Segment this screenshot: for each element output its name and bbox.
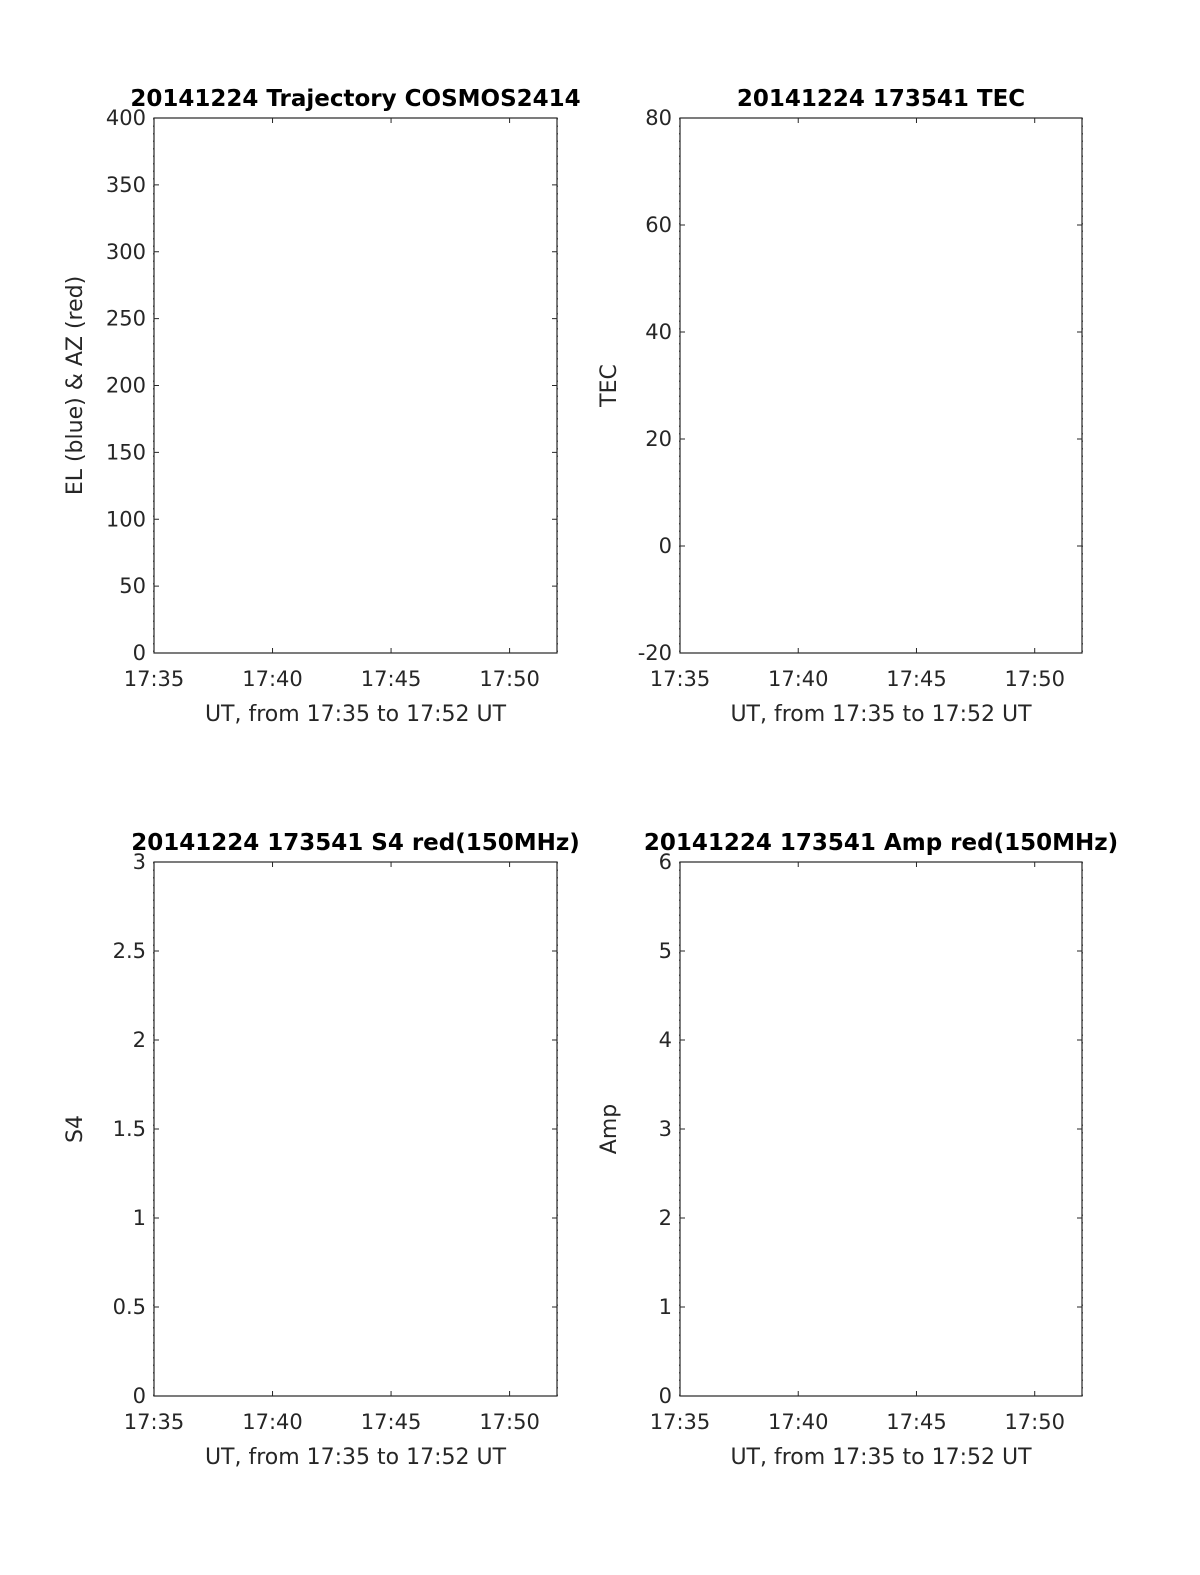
chart-panel-2: -20 0 20 40 60 80 17:35 17:40 17:45 17:50 20141224… xyxy=(597,86,1083,727)
y-tick-label: 0.5 xyxy=(113,1295,146,1319)
y-tick-label: 1.5 xyxy=(113,1117,146,1141)
x-tick-label: 17:35 xyxy=(650,667,711,691)
chart-title: 20141224 173541 Amp red(150MHz) xyxy=(644,830,1118,856)
axes-frame xyxy=(153,117,558,654)
y-tick-label: 20 xyxy=(645,427,672,451)
x-tick-label: 17:50 xyxy=(479,1410,540,1434)
y-tick-label: 3 xyxy=(133,850,146,874)
y-tick-label: 4 xyxy=(659,1028,672,1052)
y-tick-label: -20 xyxy=(638,641,672,665)
y-tick-label: 3 xyxy=(659,1117,672,1141)
x-axis-label: UT, from 17:35 to 17:52 UT xyxy=(730,1445,1032,1470)
y-tick-label: 60 xyxy=(645,213,672,237)
x-tick-label: 17:35 xyxy=(650,1410,711,1434)
y-tick-label: 350 xyxy=(106,173,146,197)
x-tick-label: 17:50 xyxy=(479,667,540,691)
y-tick-label: 0 xyxy=(133,641,146,665)
y-tick-label: 0 xyxy=(133,1384,146,1408)
x-tick-label: 17:40 xyxy=(768,1410,829,1434)
y-tick-label: 150 xyxy=(106,440,146,464)
x-tick-label: 17:45 xyxy=(886,667,947,691)
y-tick-label: 80 xyxy=(645,106,672,130)
y-tick-label: 0 xyxy=(659,534,672,558)
y-axis-label: S4 xyxy=(63,1115,88,1143)
y-tick-label: 250 xyxy=(106,307,146,331)
x-axis-label: UT, from 17:35 to 17:52 UT xyxy=(205,702,507,727)
x-axis-label: UT, from 17:35 to 17:52 UT xyxy=(205,1445,507,1470)
y-tick-label: 100 xyxy=(106,507,146,531)
x-tick-label: 17:35 xyxy=(124,1410,185,1434)
x-tick-label: 17:50 xyxy=(1004,1410,1065,1434)
y-tick-label: 300 xyxy=(106,240,146,264)
x-tick-label: 17:45 xyxy=(361,1410,422,1434)
y-tick-label: 5 xyxy=(659,939,672,963)
y-tick-label: 6 xyxy=(659,850,672,874)
x-axis-label: UT, from 17:35 to 17:52 UT xyxy=(730,702,1032,727)
y-tick-label: 2 xyxy=(133,1028,146,1052)
y-axis-label: EL (blue) & AZ (red) xyxy=(63,276,88,495)
y-tick-label: 0 xyxy=(659,1384,672,1408)
y-tick-label: 2.5 xyxy=(113,939,146,963)
x-tick-label: 17:40 xyxy=(242,1410,303,1434)
y-tick-label: 400 xyxy=(106,106,146,130)
axes-frame xyxy=(153,861,558,1397)
y-tick-label: 50 xyxy=(119,574,146,598)
chart-panel-4: 0 1 2 3 4 5 6 17:35 17:40 17:45 17:50 20141224 1735… xyxy=(597,830,1118,1470)
chart-title: 20141224 Trajectory COSMOS2414 xyxy=(130,86,580,112)
x-tick-label: 17:40 xyxy=(768,667,829,691)
y-axis-label: TEC xyxy=(597,364,622,408)
y-axis-label: Amp xyxy=(597,1104,622,1154)
y-tick-label: 2 xyxy=(659,1206,672,1230)
axes-frame xyxy=(679,117,1083,654)
chart-title: 20141224 173541 S4 red(150MHz) xyxy=(131,830,580,856)
axes-frame xyxy=(679,861,1083,1397)
chart-panel-1: 0 50 100 150 200 250 300 350 400 17:35 17:40 17:45 1… xyxy=(63,86,581,727)
chart-panel-3: 0 0.5 1 1.5 2 2.5 3 17:35 17:40 17:45 17:50 2014122… xyxy=(63,830,580,1470)
x-tick-label: 17:35 xyxy=(124,667,185,691)
y-tick-label: 1 xyxy=(133,1206,146,1230)
x-tick-label: 17:50 xyxy=(1004,667,1065,691)
x-tick-label: 17:40 xyxy=(242,667,303,691)
x-tick-label: 17:45 xyxy=(886,1410,947,1434)
chart-title: 20141224 173541 TEC xyxy=(737,86,1025,112)
x-tick-label: 17:45 xyxy=(361,667,422,691)
y-tick-label: 1 xyxy=(659,1295,672,1319)
y-tick-label: 200 xyxy=(106,374,146,398)
y-tick-label: 40 xyxy=(645,320,672,344)
